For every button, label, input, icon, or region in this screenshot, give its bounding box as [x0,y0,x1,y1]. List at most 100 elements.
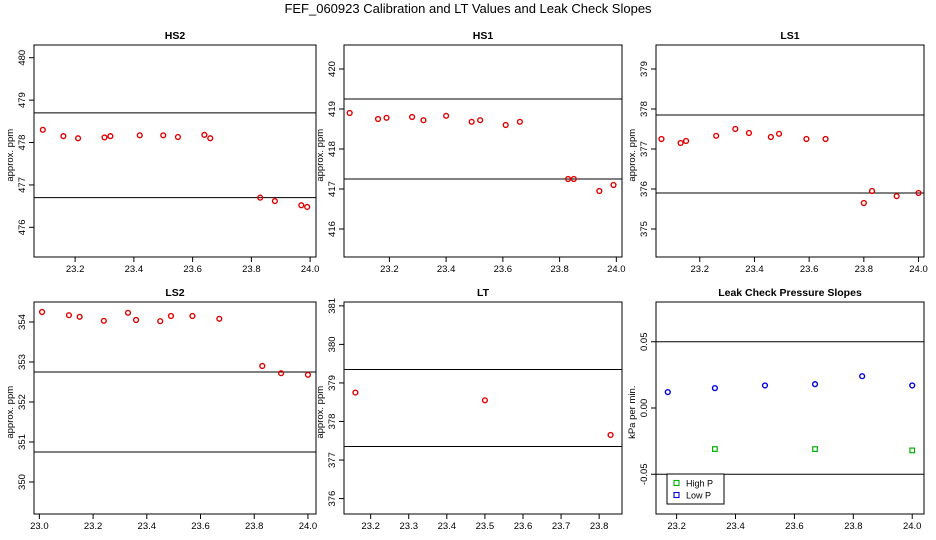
panel-leak-check-pressure-slopes: Leak Check Pressure Slopes 23.2 23.4 23.6 23… [627,287,925,532]
y-axis-label: approx. ppm [5,386,16,439]
x-tick-label: 23.8 [844,521,863,532]
data-point [100,317,107,324]
data-point [374,115,382,123]
panel-title: LS1 [780,30,799,42]
y-axis-label: approx. ppm [5,129,16,182]
plot-frame [655,44,925,258]
plot-frame [33,44,317,258]
x-tick-label: 23.6 [785,521,804,532]
y-tick-label: -0.05 [639,463,650,485]
x-tick-label: 23.6 [800,264,819,275]
x-tick-label: 23.7 [552,521,571,532]
data-point [101,134,108,141]
data-point [803,135,810,143]
y-tick-label: 418 [327,141,338,157]
panel-ls2: LS2 23.0 23.2 23.4 23.6 23.8 24.0 350 351 352 353 3… [5,287,317,532]
y-tick-label: 478 [17,135,28,151]
y-tick-label: 480 [17,50,28,66]
data-point [775,130,783,137]
x-tick-label: 24.0 [607,264,626,275]
data-point [304,203,311,211]
x-tick-label: 23.6 [514,521,533,532]
y-tick-label: 477 [17,177,28,193]
data-point [860,199,867,207]
y-tick-label: 417 [327,181,338,197]
legend-marker [673,491,680,499]
data-point [107,133,114,140]
x-tick-label: 23.2 [667,521,686,532]
y-tick-label: 377 [327,452,338,468]
y-tick-label: 375 [639,221,650,237]
y-tick-label: 352 [17,394,28,410]
y-tick-label: 376 [639,181,650,197]
data-point [761,382,769,389]
panel-title: LS2 [165,287,184,299]
legend-box [666,473,725,505]
data-point [65,312,73,319]
y-axis-label: approx. ppm [315,129,326,182]
panel-hs2: HS2 23.2 23.4 23.6 23.8 24.0 476 477 478 479 480 ap… [5,30,319,275]
data-point [304,371,312,378]
data-point [712,446,718,452]
data-point [124,309,132,316]
panel-lt: LT 23.2 23.3 23.4 23.5 23.6 23.7 23.8 376 377 378 3… [315,287,623,532]
data-point [822,135,829,143]
data-point [732,125,739,133]
data-point [658,135,665,143]
y-tick-label: 350 [17,474,28,490]
y-tick-label: 476 [17,219,28,235]
y-tick-label: 381 [327,298,338,314]
plot-frame [33,301,317,515]
y-tick-label: 479 [17,92,28,108]
data-point [812,446,818,452]
x-tick-label: 23.4 [138,521,157,532]
y-tick-label: 416 [327,221,338,237]
y-tick-label: 420 [327,61,338,77]
x-tick-label: 23.2 [84,521,103,532]
legend-label: Low P [686,491,711,501]
data-point [443,112,450,119]
data-point [868,187,876,195]
x-tick-label: 23.8 [242,264,261,275]
data-point [160,132,167,139]
data-point [677,139,684,147]
x-tick-label: 23.6 [191,521,210,532]
data-point [565,175,572,183]
data-point [201,131,208,138]
x-tick-label: 23.4 [726,521,745,532]
data-point [167,312,175,320]
legend-label: High P [686,479,713,489]
x-tick-label: 23.8 [855,264,874,275]
data-point [189,312,196,320]
data-point [682,137,690,145]
panel-title: HS2 [165,30,186,42]
x-tick-label: 23.4 [745,264,764,275]
data-point [713,132,720,139]
data-point [570,175,577,183]
x-tick-label: 24.0 [301,264,320,275]
y-axis-label: approx. ppm [627,129,638,182]
plot-frame [343,44,623,258]
panel-hs1: HS1 23.2 23.4 23.6 23.8 24.0 416 417 418 419 420 ap… [315,30,626,275]
data-point [352,389,359,396]
x-tick-label: 23.6 [494,264,513,275]
data-point [408,113,416,121]
x-tick-label: 23.2 [361,521,380,532]
data-point [767,133,774,141]
x-tick-label: 24.0 [903,521,922,532]
data-point [481,397,489,404]
y-tick-label: 351 [17,434,28,450]
data-point [74,135,82,142]
panel-title: Leak Check Pressure Slopes [718,287,862,299]
panel-title: HS1 [473,30,494,42]
data-point [893,193,900,200]
data-point [257,194,264,201]
data-point [346,109,353,117]
data-point [477,117,484,124]
x-tick-label: 24.0 [299,521,318,532]
data-point [859,373,866,380]
data-point [711,385,719,392]
data-point [38,308,46,316]
legend-marker [673,479,680,487]
